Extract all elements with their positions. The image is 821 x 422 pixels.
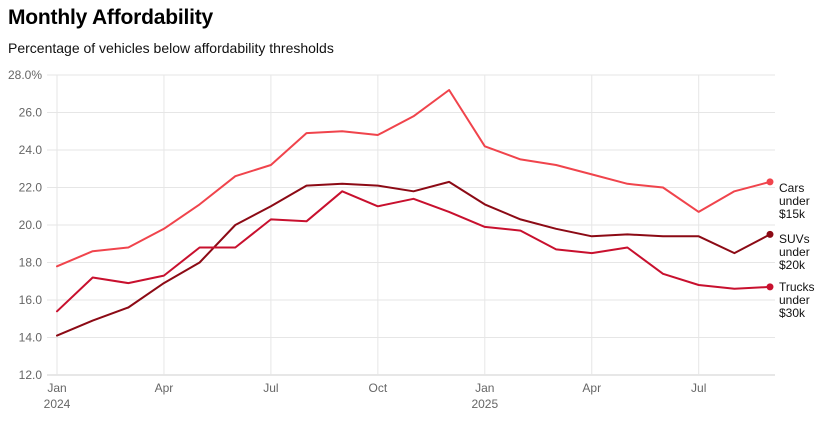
y-tick-label: 20.0 [19, 218, 43, 232]
series-end-point [766, 230, 774, 238]
legend-label: under [779, 245, 810, 259]
legend-label: $15k [779, 207, 806, 221]
x-tick-year-label: 2024 [44, 397, 71, 411]
y-tick-label: 28.0% [8, 68, 42, 82]
series-line [56, 190, 771, 313]
series-end-point [766, 283, 774, 291]
series-line [56, 89, 771, 268]
x-tick-label: Jan [475, 381, 494, 395]
y-tick-label: 18.0 [19, 256, 43, 270]
x-tick-label: Apr [582, 381, 601, 395]
legend-label: under [779, 293, 810, 307]
legend-label: Cars [779, 181, 804, 195]
y-tick-label: 22.0 [19, 181, 43, 195]
y-tick-label: 16.0 [19, 293, 43, 307]
legend-label: $20k [779, 258, 806, 272]
legend-label: $30k [779, 306, 806, 320]
y-tick-label: 24.0 [19, 143, 43, 157]
legend-label: under [779, 194, 810, 208]
legend-label: Trucks [779, 280, 815, 294]
x-tick-label: Jul [263, 381, 278, 395]
y-tick-label: 14.0 [19, 331, 43, 345]
series-end-point [766, 178, 774, 186]
x-tick-label: Jan [47, 381, 66, 395]
series-line [56, 180, 771, 337]
y-tick-label: 26.0 [19, 106, 43, 120]
chart-title: Monthly Affordability [8, 6, 214, 29]
chart-subtitle: Percentage of vehicles below affordabili… [8, 40, 334, 56]
legend-label: SUVs [779, 232, 810, 246]
x-tick-year-label: 2025 [471, 397, 498, 411]
x-tick-label: Apr [155, 381, 174, 395]
x-tick-label: Oct [369, 381, 388, 395]
y-tick-label: 12.0 [19, 368, 43, 382]
x-tick-label: Jul [691, 381, 706, 395]
